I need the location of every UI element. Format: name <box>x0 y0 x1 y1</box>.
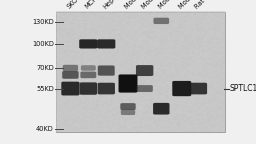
FancyBboxPatch shape <box>172 81 191 96</box>
FancyBboxPatch shape <box>62 71 79 79</box>
Text: Mouse kidney: Mouse kidney <box>124 0 161 10</box>
FancyBboxPatch shape <box>119 74 137 93</box>
FancyBboxPatch shape <box>121 110 135 115</box>
FancyBboxPatch shape <box>61 82 79 95</box>
FancyBboxPatch shape <box>98 66 115 76</box>
Text: 40KD: 40KD <box>36 126 54 132</box>
Text: 70KD: 70KD <box>36 65 54 71</box>
Text: HepG2: HepG2 <box>102 0 122 10</box>
FancyBboxPatch shape <box>153 103 169 115</box>
Text: Mouse thymus: Mouse thymus <box>177 0 216 10</box>
FancyBboxPatch shape <box>154 18 169 24</box>
Text: MCF7: MCF7 <box>84 0 101 10</box>
Text: SKOV3: SKOV3 <box>66 0 86 10</box>
Text: 130KD: 130KD <box>32 19 54 25</box>
FancyBboxPatch shape <box>97 39 115 49</box>
FancyBboxPatch shape <box>98 83 115 94</box>
FancyBboxPatch shape <box>80 72 96 78</box>
FancyBboxPatch shape <box>79 39 97 49</box>
Text: Mouse lung: Mouse lung <box>140 0 172 10</box>
FancyBboxPatch shape <box>136 65 153 76</box>
Text: Mouse liver: Mouse liver <box>157 0 188 10</box>
Text: SPTLC1: SPTLC1 <box>230 84 256 93</box>
FancyBboxPatch shape <box>80 82 97 95</box>
FancyBboxPatch shape <box>81 65 96 71</box>
Bar <box>56 12 225 132</box>
FancyBboxPatch shape <box>63 65 78 71</box>
Text: 55KD: 55KD <box>36 86 54 92</box>
FancyBboxPatch shape <box>120 103 136 110</box>
Text: Rat lung: Rat lung <box>194 0 218 10</box>
Text: 100KD: 100KD <box>32 41 54 47</box>
FancyBboxPatch shape <box>136 85 153 92</box>
FancyBboxPatch shape <box>190 83 207 94</box>
